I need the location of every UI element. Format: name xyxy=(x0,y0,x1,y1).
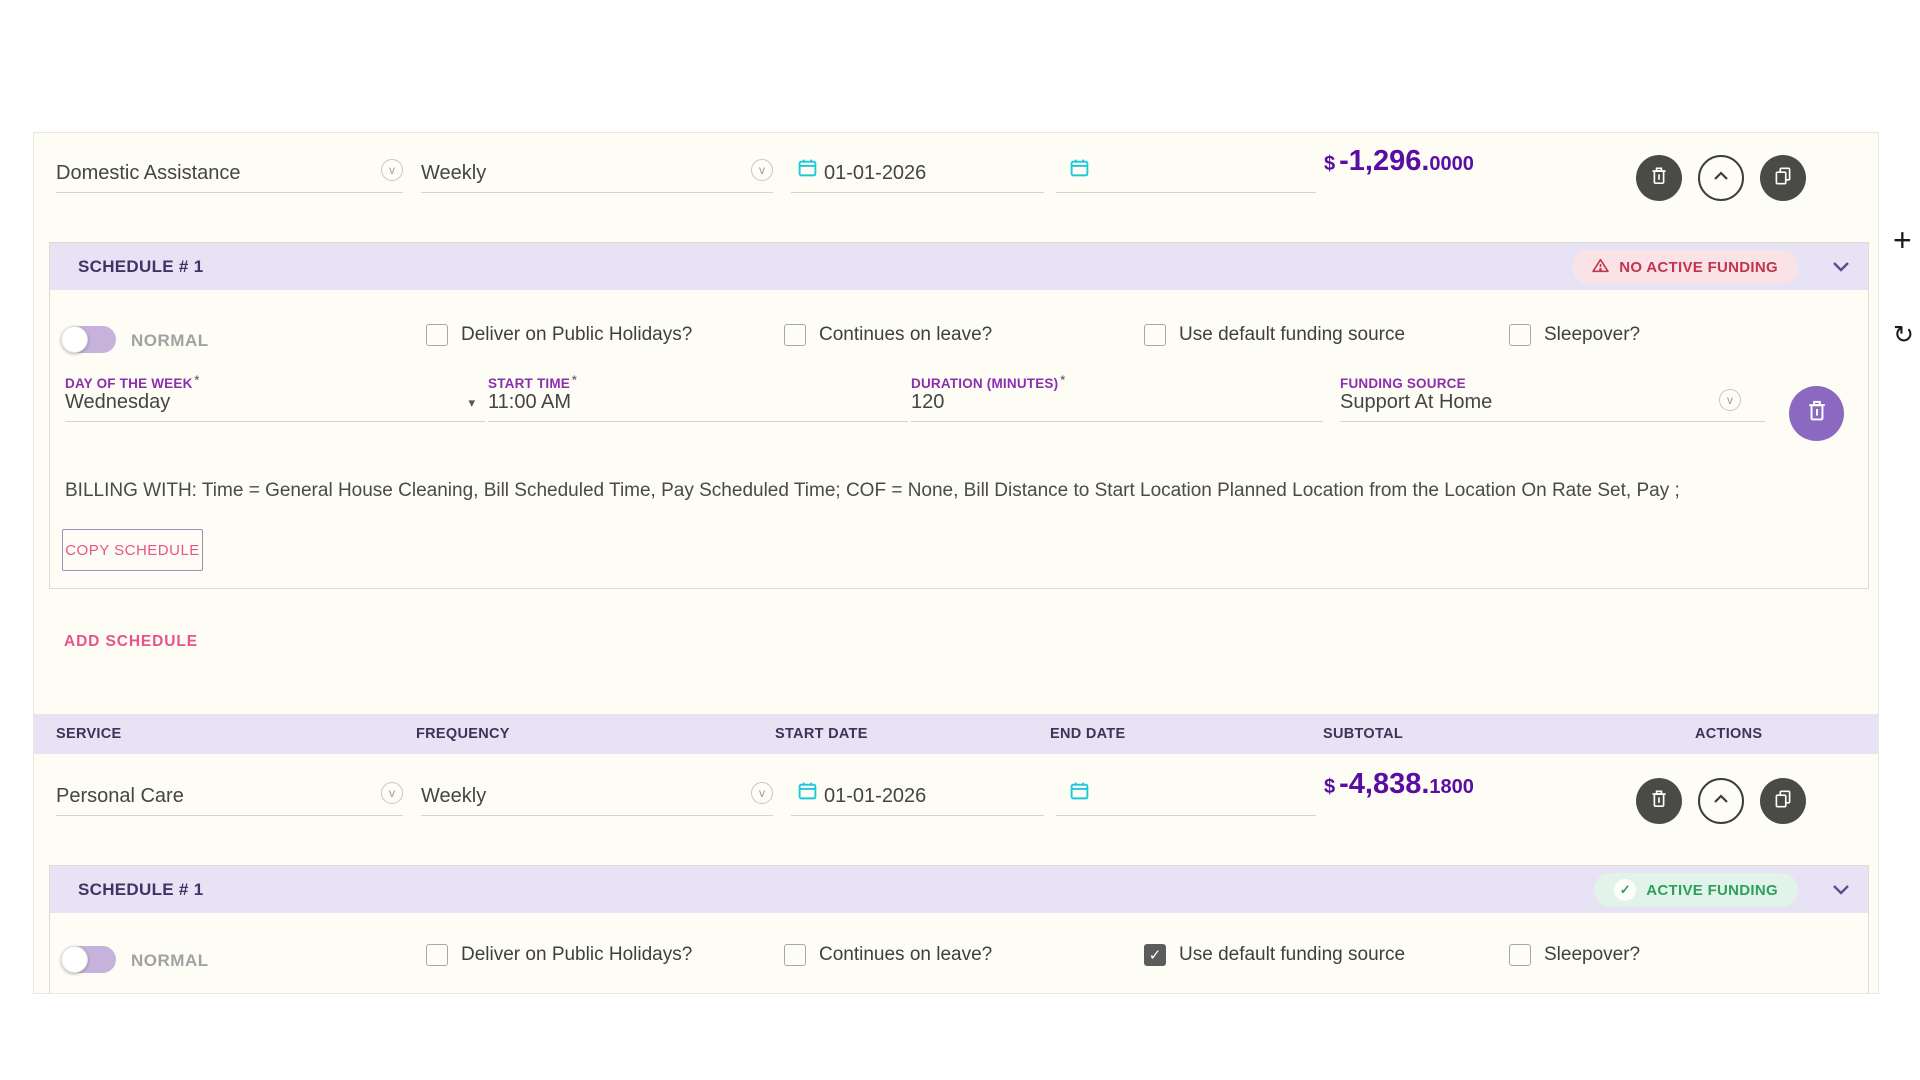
collapse-service-button[interactable] xyxy=(1698,155,1744,201)
normal-toggle[interactable] xyxy=(61,946,116,973)
column-header-service: SERVICE xyxy=(56,726,122,742)
frequency-value: Weekly xyxy=(421,162,487,184)
frequency-select[interactable]: Weekly v xyxy=(421,780,773,816)
collapse-service-button[interactable] xyxy=(1698,778,1744,824)
chevron-up-icon xyxy=(1711,792,1731,811)
funding-source-select[interactable]: FUNDING SOURCE Support At Home v xyxy=(1340,373,1765,422)
start-date-field[interactable]: 01-01-2026 xyxy=(791,157,1044,193)
column-header-frequency: FREQUENCY xyxy=(416,726,510,742)
start-date-value: 01-01-2026 xyxy=(824,162,927,184)
calendar-icon[interactable] xyxy=(797,157,818,183)
chevron-down-icon[interactable]: v xyxy=(751,159,773,181)
schedule-title: SCHEDULE # 1 xyxy=(78,879,204,899)
end-date-field[interactable] xyxy=(1056,157,1316,193)
start-date-value: 01-01-2026 xyxy=(824,785,927,807)
schedule-panel: SCHEDULE # 1 ✓ ACTIVE FUNDING NORMAL Del… xyxy=(49,865,1869,993)
checkbox-box[interactable] xyxy=(784,324,806,346)
calendar-icon[interactable] xyxy=(1069,780,1090,806)
end-date-field[interactable] xyxy=(1056,780,1316,816)
schedule-header[interactable]: SCHEDULE # 1 ✓ ACTIVE FUNDING xyxy=(50,866,1868,913)
checkbox-box[interactable] xyxy=(1509,944,1531,966)
trash-icon xyxy=(1648,788,1670,815)
checkbox-sleepover[interactable]: Sleepover? xyxy=(1509,944,1640,966)
toggle-knob xyxy=(61,946,88,973)
start-date-field[interactable]: 01-01-2026 xyxy=(791,780,1044,816)
chevron-down-icon[interactable]: v xyxy=(381,159,403,181)
row-actions xyxy=(1636,155,1806,201)
billing-info-text: BILLING WITH: Time = General House Clean… xyxy=(65,480,1680,501)
chevron-down-icon[interactable]: v xyxy=(751,782,773,804)
row-actions xyxy=(1636,778,1806,824)
refresh-icon[interactable]: ↻ xyxy=(1893,321,1914,349)
trash-icon xyxy=(1804,398,1830,429)
service-select[interactable]: Personal Care v xyxy=(56,780,403,816)
column-header-actions: ACTIONS xyxy=(1695,726,1763,742)
column-header-subtotal: SUBTOTAL xyxy=(1323,726,1403,742)
delete-service-button[interactable] xyxy=(1636,778,1682,824)
chevron-down-icon[interactable] xyxy=(1832,260,1850,278)
add-service-icon[interactable]: + xyxy=(1893,222,1912,258)
duration-minutes-field[interactable]: DURATION (MINUTES) * 120 xyxy=(911,373,1323,422)
checkbox-box[interactable] xyxy=(426,944,448,966)
check-icon: ✓ xyxy=(1614,879,1637,901)
services-table-header: SERVICE FREQUENCY START DATE END DATE SU… xyxy=(34,714,1878,754)
service-row: Domestic Assistance v Weekly v 01-01-202… xyxy=(34,133,1878,215)
copy-service-button[interactable] xyxy=(1760,155,1806,201)
frequency-select[interactable]: Weekly v xyxy=(421,157,773,193)
checkbox-deliver-on-public-holidays[interactable]: Deliver on Public Holidays? xyxy=(426,944,692,966)
checkbox-box[interactable] xyxy=(784,944,806,966)
chevron-down-icon[interactable] xyxy=(1832,883,1850,901)
checkbox-box[interactable] xyxy=(426,324,448,346)
schedule-title: SCHEDULE # 1 xyxy=(78,256,204,276)
copy-service-button[interactable] xyxy=(1760,778,1806,824)
delete-schedule-button[interactable] xyxy=(1789,386,1844,441)
copy-schedule-button[interactable]: COPY SCHEDULE xyxy=(62,529,203,571)
service-select[interactable]: Domestic Assistance v xyxy=(56,157,403,193)
checkbox-continues-on-leave[interactable]: Continues on leave? xyxy=(784,324,992,346)
checkbox-deliver-on-public-holidays[interactable]: Deliver on Public Holidays? xyxy=(426,324,692,346)
checkbox-box[interactable] xyxy=(1509,324,1531,346)
add-schedule-button[interactable]: ADD SCHEDULE xyxy=(64,633,198,650)
column-header-start-date: START DATE xyxy=(775,726,868,742)
copy-icon xyxy=(1772,788,1794,815)
chevron-down-icon[interactable]: v xyxy=(1719,389,1741,411)
day-of-week-select[interactable]: DAY OF THE WEEK * Wednesday ▾ xyxy=(65,373,485,422)
chevron-down-icon[interactable]: v xyxy=(381,782,403,804)
funding-status-badge: NO ACTIVE FUNDING xyxy=(1572,250,1798,284)
service-row: Personal Care v Weekly v 01-01-2026 xyxy=(34,756,1878,838)
trash-icon xyxy=(1648,165,1670,192)
warning-icon xyxy=(1592,258,1610,277)
calendar-icon[interactable] xyxy=(797,780,818,806)
schedule-panel: SCHEDULE # 1 NO ACTIVE FUNDING NORMAL De… xyxy=(49,242,1869,589)
column-header-end-date: END DATE xyxy=(1050,726,1126,742)
checkbox-use-default-funding-source[interactable]: Use default funding source xyxy=(1144,944,1405,966)
service-value: Domestic Assistance xyxy=(56,162,241,184)
checkbox-box[interactable] xyxy=(1144,324,1166,346)
funding-status-label: ACTIVE FUNDING xyxy=(1646,881,1778,899)
normal-toggle-label: NORMAL xyxy=(131,951,209,970)
delete-service-button[interactable] xyxy=(1636,155,1682,201)
services-panel: Domestic Assistance v Weekly v 01-01-202… xyxy=(33,132,1879,994)
checkbox-continues-on-leave[interactable]: Continues on leave? xyxy=(784,944,992,966)
subtotal-value: $ -4,838.1800 xyxy=(1324,768,1474,800)
checkbox-use-default-funding-source[interactable]: Use default funding source xyxy=(1144,324,1405,346)
checkbox-sleepover[interactable]: Sleepover? xyxy=(1509,324,1640,346)
service-value: Personal Care xyxy=(56,785,184,807)
subtotal-value: $ -1,296.0000 xyxy=(1324,145,1474,177)
chevron-up-icon xyxy=(1711,169,1731,188)
start-time-field[interactable]: START TIME * 11:00 AM xyxy=(488,373,908,422)
schedule-header[interactable]: SCHEDULE # 1 NO ACTIVE FUNDING xyxy=(50,243,1868,290)
caret-down-icon[interactable]: ▾ xyxy=(468,395,475,410)
normal-toggle[interactable] xyxy=(61,326,116,353)
checkbox-box[interactable] xyxy=(1144,944,1166,966)
funding-status-label: NO ACTIVE FUNDING xyxy=(1619,258,1778,276)
toggle-knob xyxy=(61,326,88,353)
normal-toggle-label: NORMAL xyxy=(131,331,209,350)
funding-status-badge: ✓ ACTIVE FUNDING xyxy=(1594,873,1798,907)
copy-icon xyxy=(1772,165,1794,192)
calendar-icon[interactable] xyxy=(1069,157,1090,183)
frequency-value: Weekly xyxy=(421,785,487,807)
